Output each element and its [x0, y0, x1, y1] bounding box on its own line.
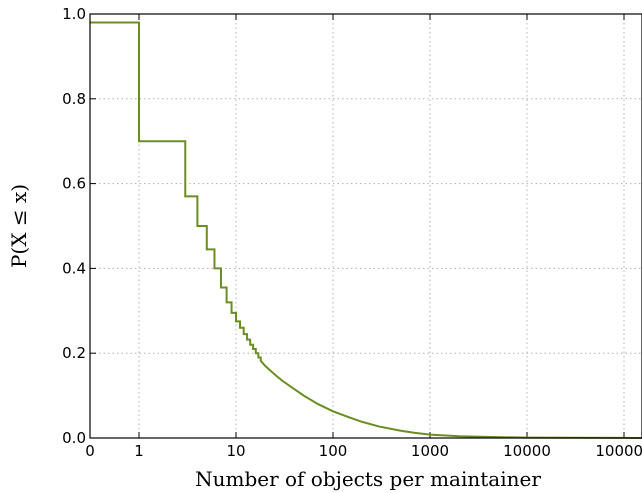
y-axis-label: P(X ≤ x) [7, 184, 31, 268]
grid [90, 14, 642, 438]
plot-frame [89, 13, 642, 439]
y-tick-label: 0.8 [62, 90, 86, 108]
y-tick-label: 1.0 [62, 5, 86, 23]
x-tick-label: 1 [134, 442, 144, 460]
y-tick-label: 0.4 [62, 259, 86, 277]
y-tick-label: 0.6 [62, 175, 86, 193]
y-tick-label: 0.2 [62, 344, 86, 362]
x-tick-label: 1000 [411, 442, 449, 460]
ticks [89, 13, 625, 439]
x-tick-label: 0 [85, 442, 95, 460]
x-tick-label: 10 [226, 442, 245, 460]
data-layer [90, 21, 642, 439]
y-tick-label: 0.0 [62, 429, 86, 447]
x-axis-label: Number of objects per maintainer [195, 467, 541, 491]
x-tick-label: 100 [319, 442, 348, 460]
x-tick-label: 10000 [503, 442, 551, 460]
cdf-series-line [90, 21, 642, 439]
